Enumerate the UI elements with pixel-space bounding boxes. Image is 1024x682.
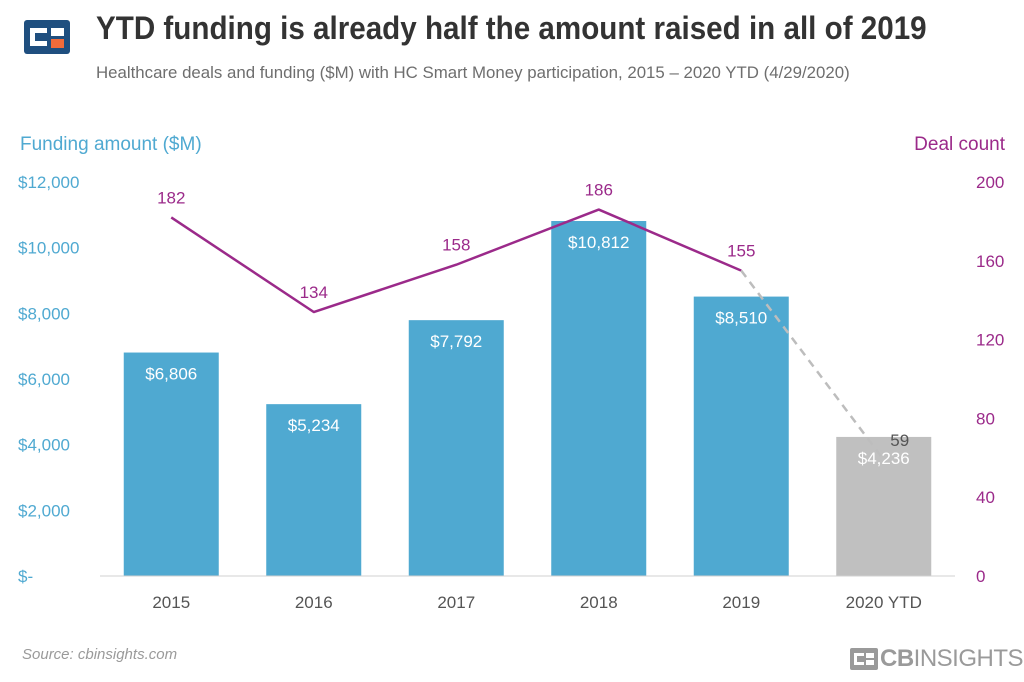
- x-axis-category-label: 2019: [722, 593, 760, 612]
- cb-insights-logo-icon: [24, 20, 70, 54]
- x-axis-category-label: 2020 YTD: [846, 593, 922, 612]
- left-axis-tick-label: $-: [18, 567, 33, 586]
- left-axis-title: Funding amount ($M): [20, 134, 202, 155]
- brand-insights-text: INSIGHTS: [913, 645, 1024, 672]
- left-axis-tick-label: $4,000: [18, 436, 70, 455]
- bar-value-label: $7,792: [430, 332, 482, 351]
- data-labels: $6,806 $5,234 $7,792 $10,812 $8,510 $4,236 182…: [145, 181, 910, 468]
- bar-2015: [123, 352, 219, 576]
- source-note: Source: cbinsights.com: [22, 646, 178, 663]
- bar-value-label: $8,510: [715, 309, 767, 328]
- right-axis-tick-label: 0: [976, 567, 985, 586]
- deal-count-label: 134: [300, 283, 328, 302]
- x-axis-category-label: 2018: [580, 593, 618, 612]
- right-axis-tick-label: 80: [976, 409, 995, 428]
- bar-series: [123, 221, 932, 577]
- right-axis-tick-label: 120: [976, 331, 1004, 350]
- chart-subtitle: Healthcare deals and funding ($M) with H…: [96, 63, 850, 82]
- deal-count-line: [170, 208, 742, 314]
- chart-title: YTD funding is already half the amount r…: [96, 10, 927, 46]
- left-axis-tick-label: $8,000: [18, 304, 70, 323]
- left-axis-tick-label: $12,000: [18, 173, 79, 192]
- right-axis-tick-label: 200: [976, 173, 1004, 192]
- deal-count-dashed-segment: [740, 269, 885, 461]
- line-series: [170, 208, 885, 461]
- bar-2019: [693, 296, 789, 576]
- bar-value-label: $5,234: [288, 416, 340, 435]
- deal-count-label: 182: [157, 188, 185, 207]
- cb-brand-icon: [850, 648, 878, 670]
- deal-count-label: 155: [727, 242, 755, 261]
- right-axis-title: Deal count: [914, 134, 1006, 155]
- x-axis-category-label: 2017: [437, 593, 475, 612]
- right-axis-tick-label: 160: [976, 252, 1004, 271]
- bar-2018: [551, 221, 647, 577]
- left-axis-tick-label: $6,000: [18, 370, 70, 389]
- bar-value-label: $10,812: [568, 233, 629, 252]
- left-axis-tick-label: $2,000: [18, 501, 70, 520]
- deal-count-label: 158: [442, 236, 470, 255]
- right-axis-tick-label: 40: [976, 488, 995, 507]
- bar-2017: [408, 320, 504, 576]
- axes: $- $2,000 $4,000 $6,000 $8,000 $10,000 $12,000…: [18, 173, 1004, 612]
- left-axis-tick-label: $10,000: [18, 239, 79, 258]
- deal-count-label: 59: [890, 431, 909, 450]
- brand-cb-text: CB: [880, 645, 914, 672]
- deal-count-label: 186: [585, 181, 613, 200]
- bar-2020-ytd: [836, 436, 932, 576]
- bar-value-label: $6,806: [145, 365, 197, 384]
- x-axis-category-label: 2016: [295, 593, 333, 612]
- bar-value-label: $4,236: [858, 449, 910, 468]
- x-axis-category-label: 2015: [152, 593, 190, 612]
- bar-2016: [266, 404, 362, 576]
- brand-wordmark: CB INSIGHTS: [850, 645, 1024, 673]
